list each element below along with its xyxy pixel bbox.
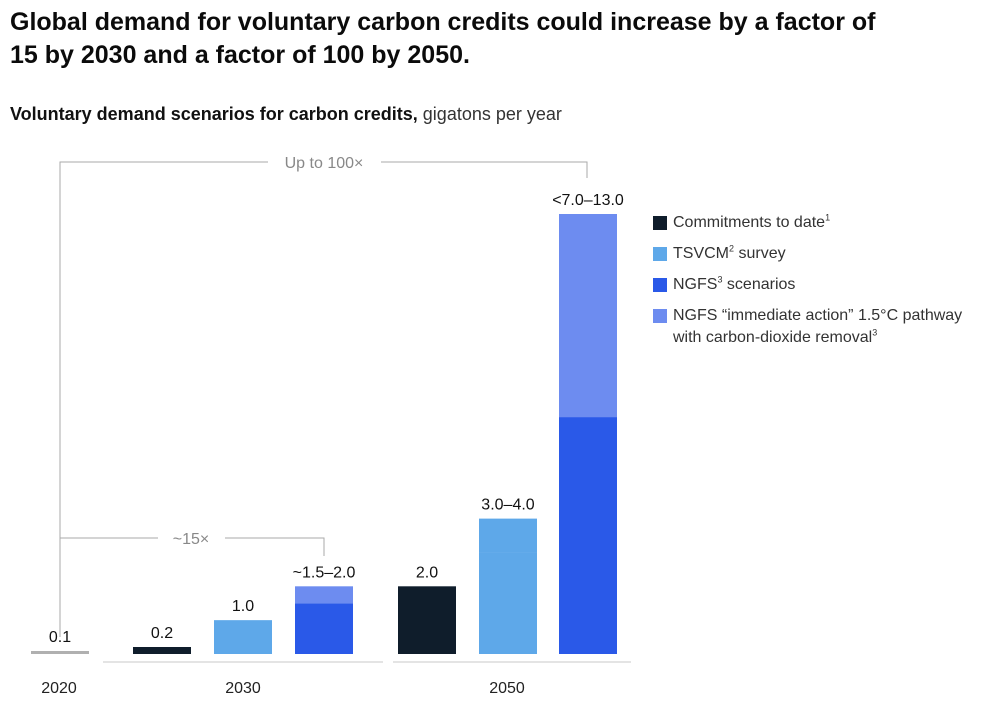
- annotation-100x: Up to 100×: [285, 155, 364, 172]
- legend-item-tsvcm: TSVCM2 survey: [653, 243, 993, 265]
- annotation-15x: ~15×: [173, 531, 209, 548]
- legend-label-ngfs: NGFS: [673, 276, 718, 293]
- legend-swatch-ngfs: [653, 278, 667, 292]
- x-axis-label-2030: 2030: [225, 680, 261, 697]
- chart-title: Global demand for voluntary carbon credi…: [10, 8, 876, 69]
- legend-swatch-commitments: [653, 216, 667, 230]
- bracket-100x-right: [381, 161, 588, 178]
- bar-2050-tsvcm-survey-seg1: [479, 518, 537, 553]
- legend-label-ngfs-immediate: NGFS “immediate action” 1.5°C pathway: [673, 307, 963, 324]
- legend-swatch-ngfs-immediate: [653, 309, 667, 323]
- bar-2050-ngfs-scenarios-seg1: [559, 214, 617, 418]
- legend-label-commitments: Commitments to date: [673, 214, 826, 231]
- legend-swatch-tsvcm: [653, 247, 667, 261]
- legend-label-ngfs-immediate-line2: with carbon-dioxide removal: [673, 329, 873, 346]
- legend-item-ngfs-immediate: NGFS “immediate action” 1.5°C pathway wi…: [653, 305, 993, 349]
- data-label-2050-1: 3.0–4.0: [481, 497, 534, 514]
- legend-item-commitments: Commitments to date1: [653, 212, 993, 234]
- data-label-2030-1: 1.0: [232, 598, 254, 615]
- bar-2050-commitments-to-date-seg0: [398, 586, 456, 654]
- x-axis-label-2020: 2020: [41, 680, 77, 697]
- bar-2050-tsvcm-survey-seg0: [479, 552, 537, 654]
- bar-2030-tsvcm-survey-seg0: [214, 620, 272, 654]
- legend-footnote-2: 2: [729, 243, 735, 254]
- legend-footnote-3: 3: [717, 274, 723, 285]
- x-axis-label-2050: 2050: [489, 680, 525, 697]
- data-label-2030-0: 0.2: [151, 625, 173, 642]
- labels-layer: 0.1 0.2 1.0 ~1.5–2.0 2.0 3.0–4.0 <7.0–13.0: [49, 192, 624, 646]
- bar-2050-ngfs-scenarios-seg0: [559, 417, 617, 654]
- bar-2030-ngfs-scenarios-seg0: [295, 603, 353, 654]
- multiplier-annotations: Up to 100× ~15×: [59, 155, 588, 637]
- data-label-2030-2: ~1.5–2.0: [293, 564, 356, 581]
- data-label-2020-0: 0.1: [49, 629, 71, 646]
- subtitle-unit: gigatons per year: [422, 104, 562, 124]
- data-label-2050-2: <7.0–13.0: [552, 192, 624, 209]
- legend-suffix-ngfs: scenarios: [722, 276, 796, 293]
- legend-label-tsvcm: TSVCM: [673, 245, 729, 262]
- axis-layer: 2020 2030 2050: [41, 661, 631, 697]
- legend: Commitments to date1 TSVCM2 survey NGFS3…: [653, 212, 993, 358]
- legend-footnote-1: 1: [825, 212, 831, 223]
- legend-footnote-3b: 3: [872, 327, 878, 338]
- subtitle-main: Voluntary demand scenarios for carbon cr…: [10, 104, 418, 124]
- chart-subtitle: Voluntary demand scenarios for carbon cr…: [10, 104, 562, 125]
- bar-2030-ngfs-scenarios-seg1: [295, 586, 353, 604]
- data-label-2050-0: 2.0: [416, 564, 438, 581]
- bracket-15x-right: [225, 537, 325, 556]
- legend-suffix-tsvcm: survey: [734, 245, 786, 262]
- legend-item-ngfs: NGFS3 scenarios: [653, 274, 993, 296]
- bar-2020-2020-seg0: [31, 651, 89, 654]
- bar-2030-commitments-to-date-seg0: [133, 647, 191, 654]
- bars-layer: [31, 214, 617, 654]
- bracket-100x-left: [59, 161, 268, 637]
